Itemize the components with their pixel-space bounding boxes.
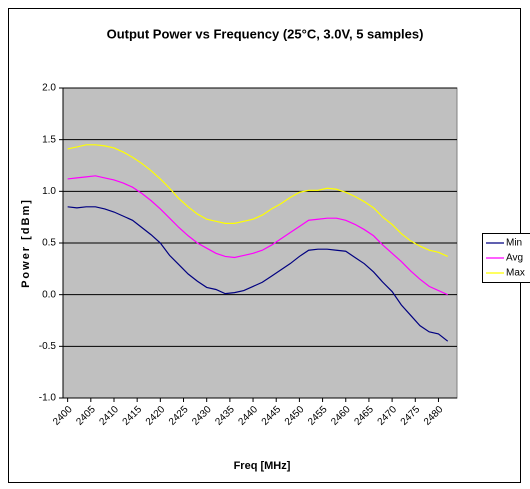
y-tick-label: -1.0 [39,393,57,404]
y-axis-label: Power [dBm] [20,198,32,288]
legend-label: Max [506,268,525,279]
x-axis-label: Freq [MHz] [234,460,291,472]
series-line [67,206,449,342]
y-tick-label: -0.5 [39,341,57,352]
legend-label: Avg [506,253,523,264]
y-tick-label: 1.5 [42,134,56,145]
y-tick-label: 0.0 [42,289,56,300]
chart-title: Output Power vs Frequency (25°C, 3.0V, 5… [107,26,424,41]
series-line [67,144,448,257]
legend-label: Min [506,238,522,249]
y-tick-label: 2.0 [42,83,56,94]
y-tick-label: 0.5 [42,238,56,249]
y-tick-label: 1.0 [42,186,56,197]
series-line [67,175,448,296]
